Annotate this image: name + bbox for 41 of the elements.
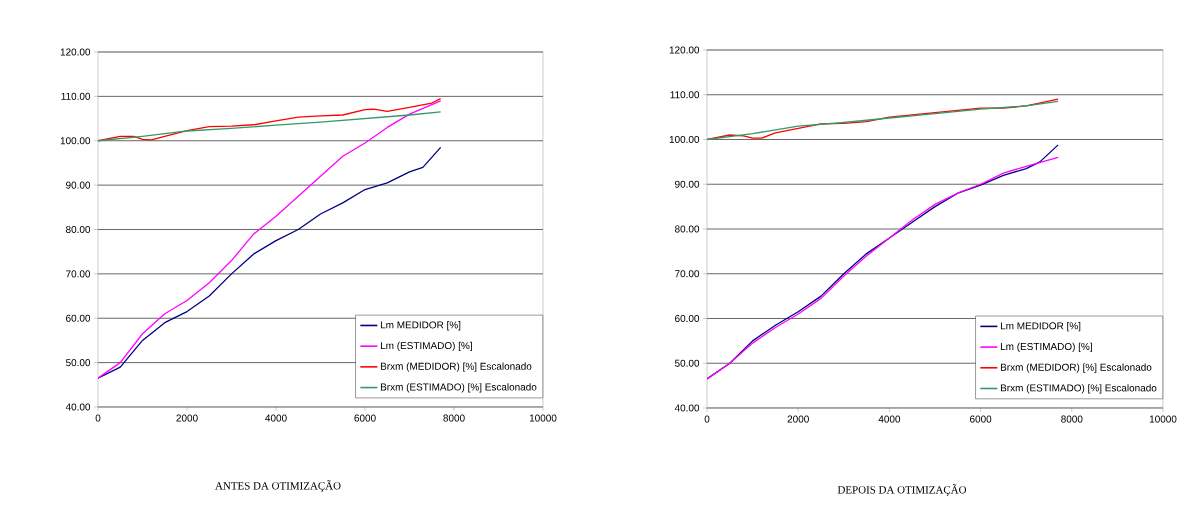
legend-label: Lm MEDIDOR [%] [380, 321, 461, 331]
y-tick-label: 90.00 [66, 181, 91, 189]
y-tick-label: 120.00 [669, 46, 700, 54]
text: ANTES DA OTIMIZAÇÃO [215, 480, 341, 492]
y-tick-label: 100.00 [669, 135, 700, 144]
y-tick-label: 40.00 [674, 404, 700, 412]
legend-label: Brxm (ESTIMADO) [%] Escalonado [1000, 384, 1157, 394]
legend-label: Lm (ESTIMADO) [%] [380, 341, 472, 352]
y-tick-label: 50.00 [65, 359, 91, 367]
y-tick-label: 70.00 [675, 270, 700, 278]
legend-label: Brxm (ESTIMADO) [%] Escalonado [380, 383, 537, 393]
x-tick-label: 10000 [1149, 415, 1177, 423]
legend-label: Brxm (MEDIDOR) [%] Escalonado [380, 362, 532, 372]
y-tick-label: 80.00 [675, 225, 700, 233]
y-tick-label: 110.00 [670, 91, 700, 99]
x-tick-label: 6000 [970, 415, 992, 423]
x-tick-label: 10000 [529, 414, 557, 422]
legend-label: Brxm (MEDIDOR) [%] Escalonado [1000, 363, 1152, 373]
y-tick-label: 50.00 [674, 359, 700, 367]
line-series [98, 97, 442, 142]
x-tick-label: 2000 [176, 414, 198, 422]
y-tick-label: 40.00 [65, 403, 91, 411]
x-tick-label: 2000 [787, 415, 809, 423]
y-tick-label: 80.00 [66, 225, 91, 234]
text: DEPOIS DA OTIMIZAÇÃO [837, 484, 967, 496]
x-tick-label: 8000 [443, 414, 465, 422]
x-tick-label: 0 [704, 415, 710, 423]
legend-label: Lm (ESTIMADO) [%] [1000, 342, 1092, 353]
y-tick-label: 60.00 [675, 314, 700, 323]
x-tick-label: 4000 [265, 414, 287, 422]
y-tick-label: 120.00 [60, 48, 91, 56]
y-tick-label: 70.00 [66, 270, 91, 278]
y-tick-label: 90.00 [675, 180, 700, 188]
x-tick-label: 4000 [878, 415, 901, 423]
x-tick-label: 8000 [1061, 415, 1083, 423]
y-tick-label: 100.00 [60, 137, 91, 145]
y-tick-label: 110.00 [61, 92, 91, 100]
x-tick-label: 0 [95, 414, 101, 422]
legend-label: Lm MEDIDOR [%] [1000, 322, 1081, 332]
y-tick-label: 60.00 [66, 314, 91, 322]
x-tick-label: 6000 [354, 414, 376, 422]
